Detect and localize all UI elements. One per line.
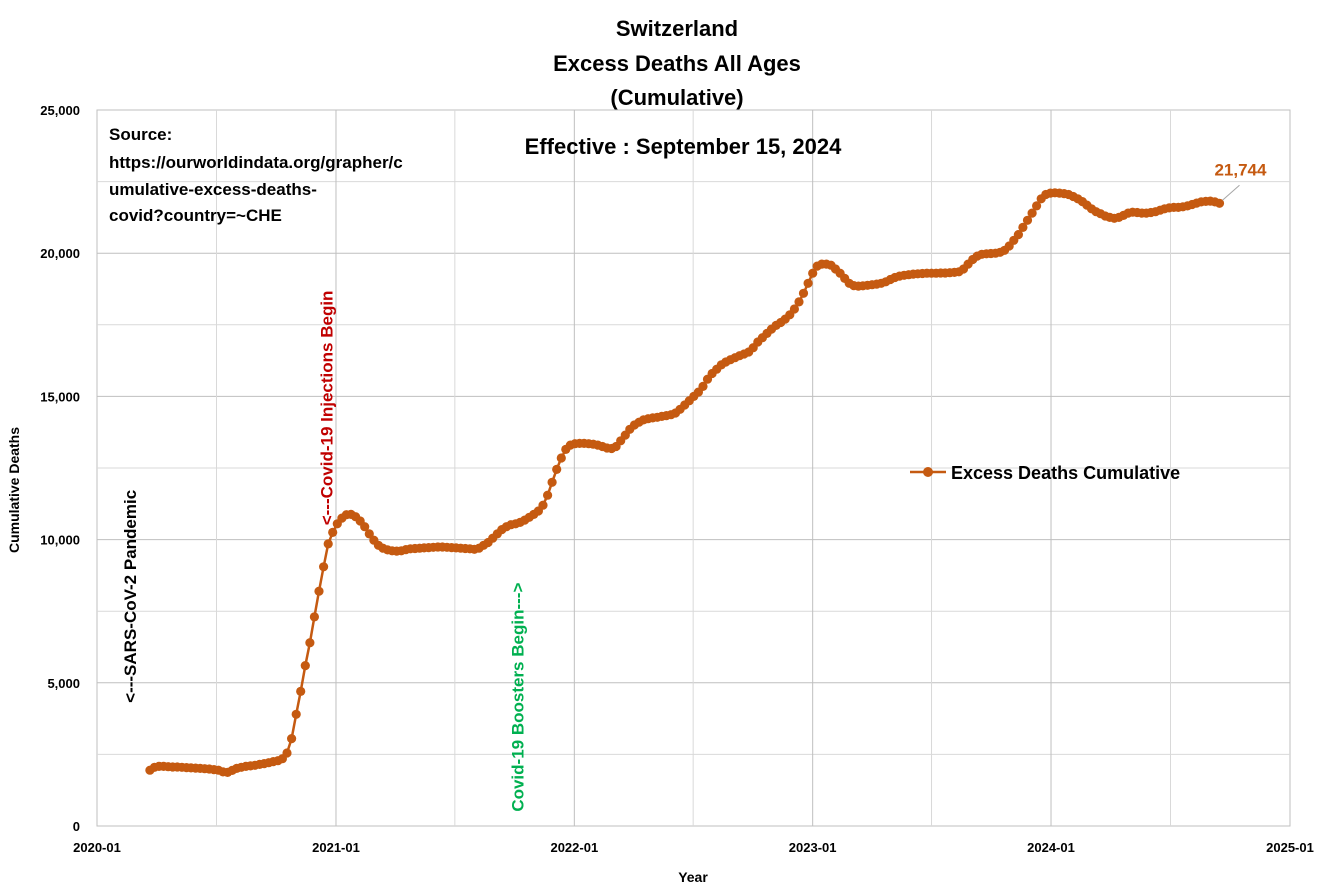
data-point — [794, 297, 804, 307]
source-line-3: umulative-excess-deaths- — [109, 180, 317, 199]
source-line-2: https://ourworldindata.org/grapher/c — [109, 153, 403, 172]
data-point — [1027, 208, 1037, 218]
last-value-callout: 21,744 — [1214, 160, 1267, 201]
annotation-label: <---SARS-CoV-2 Pandemic — [121, 490, 140, 703]
y-axis-ticks: 0 5,000 10,000 15,000 20,000 25,000 — [40, 103, 80, 834]
data-point — [698, 381, 708, 391]
data-point — [309, 612, 319, 622]
source-note: Source: https://ourworldindata.org/graph… — [109, 125, 403, 225]
data-point — [282, 748, 292, 758]
data-point — [789, 304, 800, 314]
x-tick-label: 2020-01 — [73, 840, 121, 855]
data-point — [1018, 222, 1028, 232]
source-line-1: Source: — [109, 125, 172, 144]
data-point — [808, 268, 818, 278]
x-tick-label: 2022-01 — [550, 840, 598, 855]
data-point — [287, 734, 297, 744]
chart-title-line-1: Switzerland — [616, 16, 738, 41]
series-excess-deaths — [145, 188, 1225, 778]
x-tick-label: 2024-01 — [1027, 840, 1075, 855]
data-point — [319, 562, 329, 572]
legend-swatch-marker — [923, 467, 933, 477]
y-tick-label: 25,000 — [40, 103, 80, 118]
x-axis-ticks: 2020-01 2021-01 2022-01 2023-01 2024-01 2025-… — [73, 840, 1314, 855]
data-point — [323, 539, 333, 549]
annotations: <---SARS-CoV-2 Pandemic <---Covid-19 Inje… — [121, 291, 527, 812]
chart-title: Switzerland Excess Deaths All Ages (Cumu… — [553, 16, 801, 110]
data-point — [543, 490, 553, 500]
source-line-4: covid?country=~CHE — [109, 206, 282, 225]
data-point — [552, 464, 562, 474]
data-point — [328, 527, 338, 538]
last-value-leader-line — [1222, 184, 1240, 201]
data-point — [547, 477, 557, 487]
last-value-label: 21,744 — [1214, 160, 1267, 179]
gridlines — [97, 110, 1290, 826]
annotation-label: <---Covid-19 Injections Begin — [318, 291, 337, 526]
data-point — [364, 529, 374, 539]
x-tick-label: 2023-01 — [789, 840, 837, 855]
data-point — [1214, 198, 1225, 208]
data-point — [300, 661, 310, 671]
data-point — [1032, 201, 1042, 211]
data-point — [314, 586, 324, 596]
y-axis-label: Cumulative Deaths — [6, 427, 22, 553]
data-point — [360, 522, 370, 532]
data-point — [1022, 215, 1033, 225]
data-point — [803, 278, 813, 288]
data-point — [305, 638, 315, 648]
data-point — [291, 709, 301, 719]
legend: Excess Deaths Cumulative — [910, 463, 1180, 483]
y-tick-label: 20,000 — [40, 246, 80, 261]
data-point — [296, 686, 306, 697]
x-tick-label: 2021-01 — [312, 840, 360, 855]
x-axis-label: Year — [678, 869, 708, 885]
chart-title-line-3: (Cumulative) — [610, 85, 743, 110]
legend-label: Excess Deaths Cumulative — [951, 463, 1180, 483]
y-tick-label: 10,000 — [40, 533, 80, 548]
effective-date-subtitle: Effective : September 15, 2024 — [525, 134, 842, 159]
y-tick-label: 5,000 — [47, 676, 80, 691]
annotation-label: Covid-19 Boosters Begin---> — [508, 583, 527, 812]
data-point — [538, 500, 548, 510]
data-point — [1013, 230, 1024, 240]
chart-title-line-2: Excess Deaths All Ages — [553, 51, 801, 76]
y-tick-label: 0 — [73, 819, 80, 834]
y-tick-label: 15,000 — [40, 389, 80, 404]
data-point — [556, 453, 566, 463]
data-point — [798, 288, 809, 298]
x-tick-label: 2025-01 — [1266, 840, 1314, 855]
